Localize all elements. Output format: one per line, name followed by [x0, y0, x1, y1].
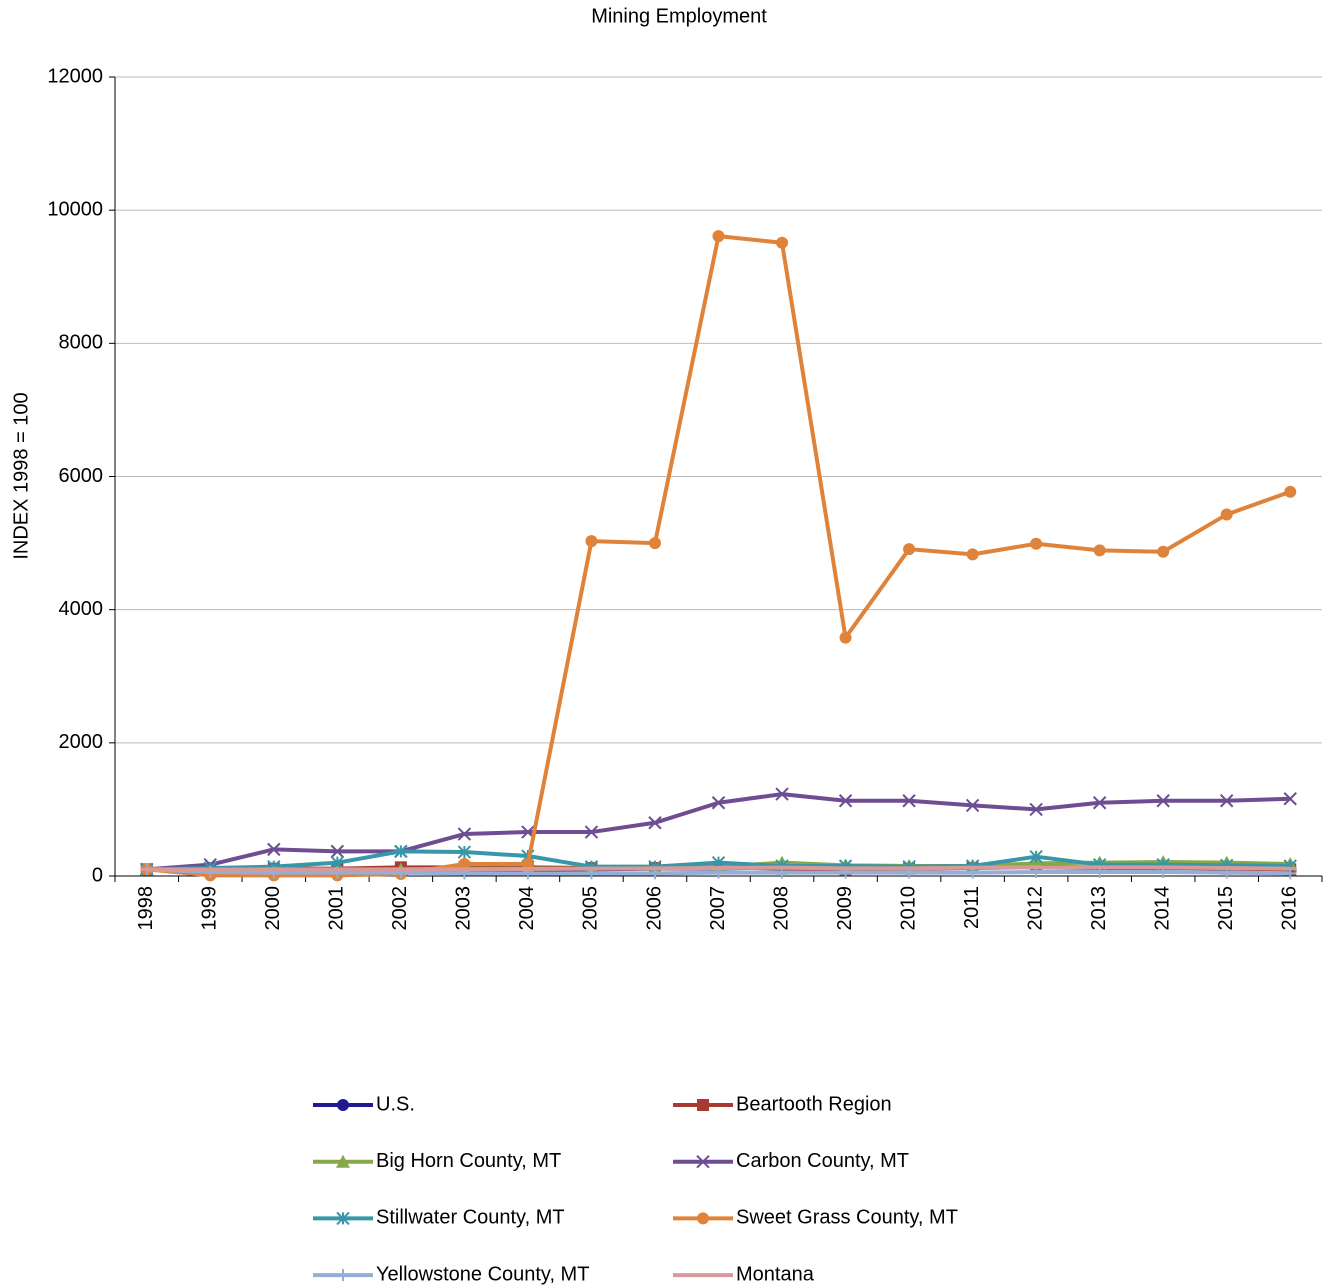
data-point [966, 548, 979, 561]
x-tick-label: 2003 [453, 886, 475, 931]
data-point [457, 845, 472, 859]
legend-label: Sweet Grass County, MT [736, 1207, 958, 1229]
x-tick-label: 2000 [262, 886, 284, 931]
legend-marker [336, 1211, 350, 1226]
data-point [711, 796, 726, 810]
data-point [1284, 485, 1297, 498]
x-tick-label: 2014 [1151, 886, 1173, 931]
data-point [712, 230, 725, 243]
legend-marker [696, 1154, 710, 1169]
data-point [458, 858, 471, 871]
x-tick-label: 2001 [326, 886, 348, 931]
data-point [1283, 792, 1297, 806]
data-point [1092, 796, 1107, 810]
legend-label: Big Horn County, MT [376, 1150, 561, 1172]
series [140, 230, 1297, 882]
data-point [1156, 794, 1170, 808]
data-point [394, 844, 408, 859]
data-point [1029, 802, 1043, 817]
y-tick-label: 10000 [47, 198, 103, 220]
x-tick-label: 2016 [1279, 886, 1301, 931]
x-tick-label: 1999 [199, 886, 221, 931]
legend-label: Yellowstone County, MT [376, 1263, 589, 1285]
legend-marker [697, 1212, 709, 1225]
legend-label: Carbon County, MT [736, 1150, 909, 1172]
x-tick-label: 2009 [834, 886, 856, 931]
chart-title: Mining Employment [591, 5, 767, 27]
x-tick-label: 2004 [516, 886, 538, 931]
x-tick-label: 2013 [1088, 886, 1110, 931]
data-point [965, 798, 980, 813]
data-point [903, 543, 916, 556]
data-point [1093, 544, 1106, 557]
legend-label: U.S. [376, 1093, 415, 1115]
data-point [838, 794, 853, 808]
x-tick-label: 2012 [1024, 886, 1046, 931]
y-tick-label: 0 [92, 864, 103, 886]
x-tick-label: 2011 [961, 886, 983, 929]
x-tick-label: 1998 [135, 886, 157, 931]
legend-label: Montana [736, 1263, 815, 1285]
data-point [457, 827, 472, 841]
legend-label: Stillwater County, MT [376, 1207, 565, 1229]
y-tick-label: 4000 [59, 598, 104, 620]
data-point [648, 816, 662, 830]
data-point [585, 535, 598, 548]
y-tick-label: 6000 [59, 465, 104, 487]
data-point [1157, 545, 1170, 558]
x-tick-label: 2010 [897, 886, 919, 931]
data-point [330, 844, 345, 859]
data-point [775, 787, 789, 801]
legend-marker [336, 1154, 350, 1168]
data-point [1030, 537, 1043, 550]
data-point [1220, 794, 1234, 808]
data-point [267, 842, 281, 857]
series [140, 865, 1297, 872]
x-tick-label: 2007 [707, 886, 729, 931]
legend-marker [697, 1099, 709, 1111]
data-point [776, 236, 789, 249]
y-tick-label: 2000 [59, 731, 104, 753]
legend-label: Beartooth Region [736, 1093, 892, 1115]
x-tick-label: 2015 [1215, 886, 1237, 931]
y-tick-label: 12000 [47, 65, 103, 87]
data-point [1220, 508, 1233, 521]
data-point [902, 794, 916, 808]
y-axis-label: INDEX 1998 = 100 [10, 392, 32, 559]
series-line [146, 234, 1291, 878]
x-tick-label: 2002 [389, 886, 411, 931]
data-point [648, 537, 661, 550]
x-tick-label: 2005 [580, 886, 602, 931]
x-tick-label: 2006 [643, 886, 665, 931]
data-point [839, 631, 852, 644]
x-tick-label: 2008 [770, 886, 792, 931]
legend-marker [337, 1269, 349, 1282]
legend-marker [337, 1099, 349, 1111]
data-point [584, 825, 599, 839]
data-point [1029, 849, 1043, 864]
y-tick-label: 8000 [59, 332, 104, 354]
